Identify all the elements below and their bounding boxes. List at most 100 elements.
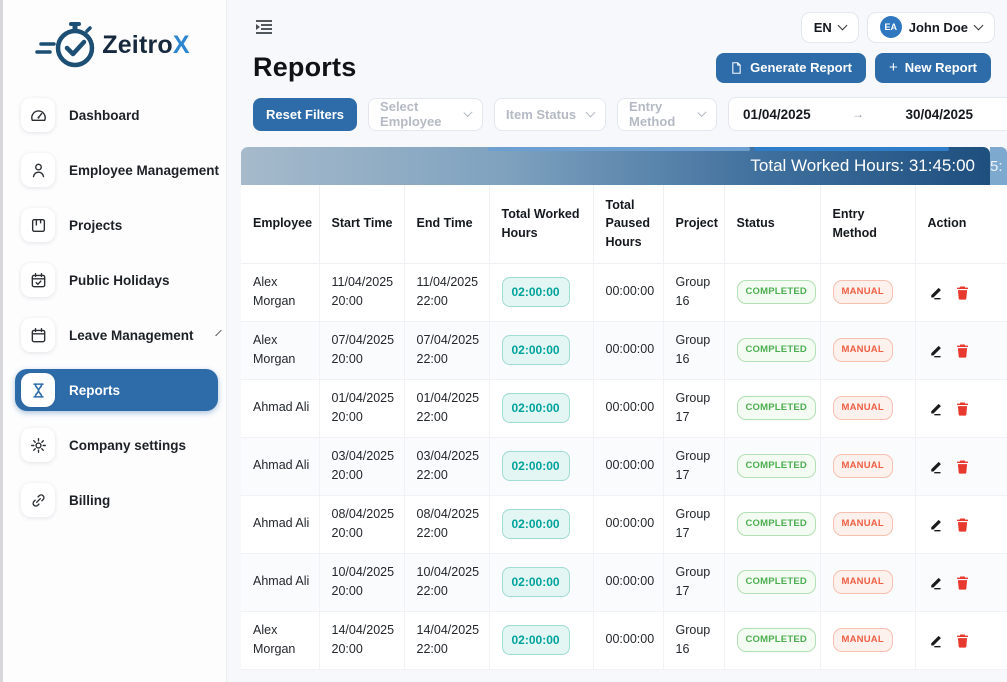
project-cell: Group 17 [663, 495, 724, 553]
column-header-total-paused-hours: Total Paused Hours [593, 185, 663, 263]
start-time-cell: 03/04/2025 20:00 [319, 437, 404, 495]
sidebar-item-label: Company settings [69, 438, 186, 453]
status-cell: COMPLETED [724, 321, 820, 379]
end-time-cell: 14/04/2025 22:00 [404, 611, 489, 669]
user-menu[interactable]: EA John Doe [867, 12, 995, 43]
brand-logo[interactable]: ZeitroX [3, 10, 226, 90]
table-row: Alex Morgan11/04/2025 20:0011/04/2025 22… [241, 263, 1007, 321]
status-cell: COMPLETED [724, 263, 820, 321]
status-cell: COMPLETED [724, 553, 820, 611]
horizontal-scrollbar-thumb[interactable] [488, 147, 750, 151]
action-cell [915, 611, 1007, 669]
sidebar-item-label: Billing [69, 493, 110, 508]
horizontal-scrollbar-thumb[interactable] [754, 147, 949, 151]
item-status-dropdown[interactable]: Item Status [494, 98, 606, 131]
action-cell [915, 553, 1007, 611]
edit-icon[interactable] [928, 632, 945, 649]
public-holidays-icon [21, 263, 55, 297]
worked-hours-badge: 02:00:00 [502, 451, 570, 482]
new-report-button[interactable]: + New Report [875, 53, 991, 83]
chevron-down-icon [837, 21, 847, 31]
date-to-value[interactable]: 30/04/2025 [905, 107, 973, 122]
start-time-cell: 14/04/2025 20:00 [319, 611, 404, 669]
select-employee-dropdown[interactable]: Select Employee [368, 98, 483, 131]
status-cell: COMPLETED [724, 437, 820, 495]
edit-icon[interactable] [928, 458, 945, 475]
sidebar-item-public-holidays[interactable]: Public Holidays [15, 259, 218, 301]
total-worked-cell: 02:00:00 [489, 263, 593, 321]
column-header-employee: Employee [241, 185, 319, 263]
status-cell: COMPLETED [724, 611, 820, 669]
total-worked-cell: 02:00:00 [489, 379, 593, 437]
delete-icon[interactable] [954, 400, 971, 417]
status-badge: COMPLETED [737, 512, 816, 537]
edit-icon[interactable] [928, 574, 945, 591]
sidebar-item-label: Employee Management [69, 163, 219, 178]
total-paused-cell: 00:00:00 [593, 495, 663, 553]
sidebar-item-label: Reports [69, 383, 120, 398]
employee-cell: Alex Morgan [241, 321, 319, 379]
menu-outdent-icon [255, 19, 273, 35]
sidebar-item-reports[interactable]: Reports [15, 369, 218, 411]
date-from-value[interactable]: 01/04/2025 [743, 107, 811, 122]
edit-icon[interactable] [928, 342, 945, 359]
scrolled-content-fragment: 5: [990, 147, 1007, 185]
entry-method-cell: MANUAL [820, 553, 915, 611]
start-time-cell: 07/04/2025 20:00 [319, 321, 404, 379]
sidebar-item-leave-management[interactable]: Leave Management [15, 314, 218, 356]
sidebar-nav: Dashboard Employee Management Projects Publ… [3, 90, 226, 521]
language-selector[interactable]: EN [801, 12, 859, 43]
delete-icon[interactable] [954, 516, 971, 533]
delete-icon[interactable] [954, 632, 971, 649]
reports-table: EmployeeStart TimeEnd TimeTotal Worked H… [241, 185, 1007, 670]
reset-filters-button[interactable]: Reset Filters [253, 98, 357, 131]
total-worked-cell: 02:00:00 [489, 553, 593, 611]
end-time-cell: 03/04/2025 22:00 [404, 437, 489, 495]
total-worked-hours-label: Total Worked Hours: 31:45:00 [750, 156, 975, 176]
employee-cell: Alex Morgan [241, 263, 319, 321]
chevron-down-icon [974, 21, 984, 31]
column-header-action: Action [915, 185, 1007, 263]
delete-icon[interactable] [954, 284, 971, 301]
delete-icon[interactable] [954, 458, 971, 475]
entry-method-cell: MANUAL [820, 263, 915, 321]
column-header-entry-method: Entry Method [820, 185, 915, 263]
total-paused-cell: 00:00:00 [593, 553, 663, 611]
sidebar-item-label: Dashboard [69, 108, 140, 123]
delete-icon[interactable] [954, 342, 971, 359]
total-worked-cell: 02:00:00 [489, 611, 593, 669]
edit-icon[interactable] [928, 400, 945, 417]
sidebar-collapse-button[interactable] [253, 16, 275, 38]
table-row: Ahmad Ali01/04/2025 20:0001/04/2025 22:0… [241, 379, 1007, 437]
total-paused-cell: 00:00:00 [593, 437, 663, 495]
date-range-picker[interactable]: 01/04/2025 → 30/04/2025 [728, 97, 1007, 131]
edit-icon[interactable] [928, 284, 945, 301]
status-badge: COMPLETED [737, 454, 816, 479]
generate-report-button[interactable]: Generate Report [716, 53, 866, 83]
employee-icon [21, 153, 55, 187]
sidebar: ZeitroX Dashboard Employee Management Proj… [3, 0, 227, 682]
employee-cell: Ahmad Ali [241, 437, 319, 495]
entry-method-cell: MANUAL [820, 437, 915, 495]
sidebar-item-dashboard[interactable]: Dashboard [15, 94, 218, 136]
sidebar-item-projects[interactable]: Projects [15, 204, 218, 246]
project-cell: Group 16 [663, 611, 724, 669]
edit-icon[interactable] [928, 516, 945, 533]
entry-method-badge: MANUAL [833, 570, 893, 595]
end-time-cell: 01/04/2025 22:00 [404, 379, 489, 437]
column-header-project: Project [663, 185, 724, 263]
sidebar-item-billing[interactable]: Billing [15, 479, 218, 521]
delete-icon[interactable] [954, 574, 971, 591]
sidebar-item-label: Projects [69, 218, 122, 233]
entry-method-dropdown[interactable]: Entry Method [617, 98, 717, 131]
worked-hours-badge: 02:00:00 [502, 509, 570, 540]
project-cell: Group 17 [663, 379, 724, 437]
table-body: Alex Morgan11/04/2025 20:0011/04/2025 22… [241, 263, 1007, 669]
status-cell: COMPLETED [724, 495, 820, 553]
sidebar-item-employee-management[interactable]: Employee Management [15, 149, 218, 191]
total-worked-cell: 02:00:00 [489, 437, 593, 495]
sidebar-item-company-settings[interactable]: Company settings [15, 424, 218, 466]
status-badge: COMPLETED [737, 338, 816, 363]
start-time-cell: 01/04/2025 20:00 [319, 379, 404, 437]
chevron-down-icon [586, 108, 596, 118]
